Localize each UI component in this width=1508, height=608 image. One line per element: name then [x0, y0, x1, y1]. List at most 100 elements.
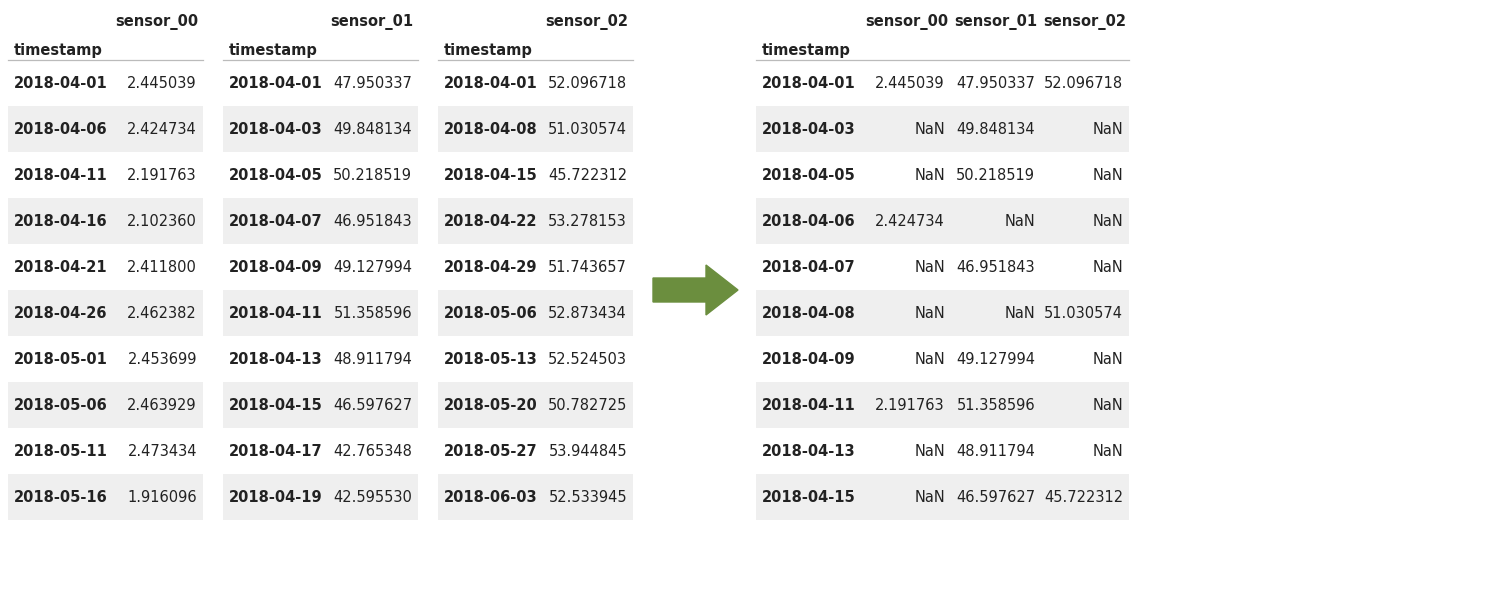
Text: 42.595530: 42.595530	[333, 489, 412, 505]
Text: NaN: NaN	[914, 351, 946, 367]
Text: 50.782725: 50.782725	[547, 398, 627, 412]
Bar	[756, 382, 1129, 428]
Text: 2018-05-13: 2018-05-13	[443, 351, 538, 367]
Bar	[223, 474, 418, 520]
Text: 2018-05-16: 2018-05-16	[14, 489, 107, 505]
Text: 2018-04-03: 2018-04-03	[762, 122, 855, 137]
Text: 2018-04-11: 2018-04-11	[14, 167, 107, 182]
Text: 46.597627: 46.597627	[333, 398, 412, 412]
Text: 2018-04-29: 2018-04-29	[443, 260, 537, 274]
Text: 2018-04-05: 2018-04-05	[762, 167, 855, 182]
Text: 51.358596: 51.358596	[333, 305, 412, 320]
FancyArrow shape	[653, 265, 737, 315]
Text: 50.218519: 50.218519	[333, 167, 412, 182]
Text: 51.743657: 51.743657	[547, 260, 627, 274]
Text: 2018-04-26: 2018-04-26	[14, 305, 107, 320]
Text: 2018-04-21: 2018-04-21	[14, 260, 107, 274]
Bar	[8, 60, 204, 106]
Text: NaN: NaN	[1004, 213, 1034, 229]
Text: timestamp: timestamp	[762, 43, 851, 58]
Text: 46.951843: 46.951843	[333, 213, 412, 229]
Text: NaN: NaN	[914, 167, 946, 182]
Text: 2018-04-08: 2018-04-08	[762, 305, 855, 320]
Text: NaN: NaN	[914, 489, 946, 505]
Text: 2.411800: 2.411800	[127, 260, 198, 274]
Text: NaN: NaN	[914, 122, 946, 137]
Text: NaN: NaN	[1092, 122, 1123, 137]
Bar	[437, 106, 633, 152]
Text: 51.030574: 51.030574	[1044, 305, 1123, 320]
Bar	[8, 428, 204, 474]
Text: 49.127994: 49.127994	[956, 351, 1034, 367]
Text: timestamp: timestamp	[229, 43, 318, 58]
Text: sensor_02: sensor_02	[546, 14, 629, 30]
Text: 52.096718: 52.096718	[1044, 75, 1123, 91]
Text: NaN: NaN	[1092, 351, 1123, 367]
Bar	[8, 106, 204, 152]
Bar	[223, 428, 418, 474]
Text: 42.765348: 42.765348	[333, 443, 412, 458]
Bar	[223, 60, 418, 106]
Text: 45.722312: 45.722312	[547, 167, 627, 182]
Bar	[437, 336, 633, 382]
Text: 2018-04-17: 2018-04-17	[229, 443, 323, 458]
Bar	[8, 336, 204, 382]
Bar	[8, 474, 204, 520]
Text: 2018-04-01: 2018-04-01	[14, 75, 107, 91]
Text: 2018-04-13: 2018-04-13	[762, 443, 855, 458]
Text: 52.533945: 52.533945	[549, 489, 627, 505]
Bar	[756, 290, 1129, 336]
Text: 1.916096: 1.916096	[127, 489, 198, 505]
Text: 51.358596: 51.358596	[956, 398, 1034, 412]
Text: NaN: NaN	[914, 305, 946, 320]
Text: sensor_02: sensor_02	[1044, 14, 1126, 30]
Bar	[223, 152, 418, 198]
Text: NaN: NaN	[1004, 305, 1034, 320]
Text: 2018-04-16: 2018-04-16	[14, 213, 107, 229]
Bar	[8, 244, 204, 290]
Bar	[8, 198, 204, 244]
Text: 45.722312: 45.722312	[1044, 489, 1123, 505]
Text: NaN: NaN	[914, 260, 946, 274]
Text: 52.873434: 52.873434	[549, 305, 627, 320]
Text: 2.424734: 2.424734	[875, 213, 946, 229]
Text: 2.424734: 2.424734	[127, 122, 198, 137]
Text: NaN: NaN	[1092, 167, 1123, 182]
Text: sensor_00: sensor_00	[866, 14, 949, 30]
Bar	[437, 382, 633, 428]
Bar	[437, 428, 633, 474]
Text: sensor_00: sensor_00	[116, 14, 199, 30]
Text: timestamp: timestamp	[14, 43, 103, 58]
Text: 2.473434: 2.473434	[128, 443, 198, 458]
Bar	[223, 106, 418, 152]
Text: 2018-04-22: 2018-04-22	[443, 213, 537, 229]
Bar	[756, 198, 1129, 244]
Text: 2018-05-27: 2018-05-27	[443, 443, 538, 458]
Text: 2018-04-01: 2018-04-01	[229, 75, 323, 91]
Bar	[223, 290, 418, 336]
Bar	[223, 382, 418, 428]
Text: sensor_01: sensor_01	[330, 14, 413, 30]
Bar	[8, 290, 204, 336]
Text: 48.911794: 48.911794	[333, 351, 412, 367]
Text: 2018-04-05: 2018-04-05	[229, 167, 323, 182]
Text: timestamp: timestamp	[443, 43, 532, 58]
Text: 2018-04-07: 2018-04-07	[762, 260, 855, 274]
Text: 2018-05-11: 2018-05-11	[14, 443, 109, 458]
Bar	[756, 106, 1129, 152]
Text: 2018-04-09: 2018-04-09	[229, 260, 323, 274]
Text: 2018-04-08: 2018-04-08	[443, 122, 538, 137]
Text: 2018-04-01: 2018-04-01	[443, 75, 538, 91]
Text: 2018-04-09: 2018-04-09	[762, 351, 855, 367]
Text: 2018-06-03: 2018-06-03	[443, 489, 538, 505]
Text: 2018-04-03: 2018-04-03	[229, 122, 323, 137]
Text: 2018-04-11: 2018-04-11	[229, 305, 323, 320]
Bar	[223, 336, 418, 382]
Text: 47.950337: 47.950337	[333, 75, 412, 91]
Text: 2.445039: 2.445039	[875, 75, 946, 91]
Text: 2.191763: 2.191763	[127, 167, 198, 182]
Text: 49.127994: 49.127994	[333, 260, 412, 274]
Text: 2.453699: 2.453699	[128, 351, 198, 367]
Text: 2018-05-20: 2018-05-20	[443, 398, 538, 412]
Text: 48.911794: 48.911794	[956, 443, 1034, 458]
